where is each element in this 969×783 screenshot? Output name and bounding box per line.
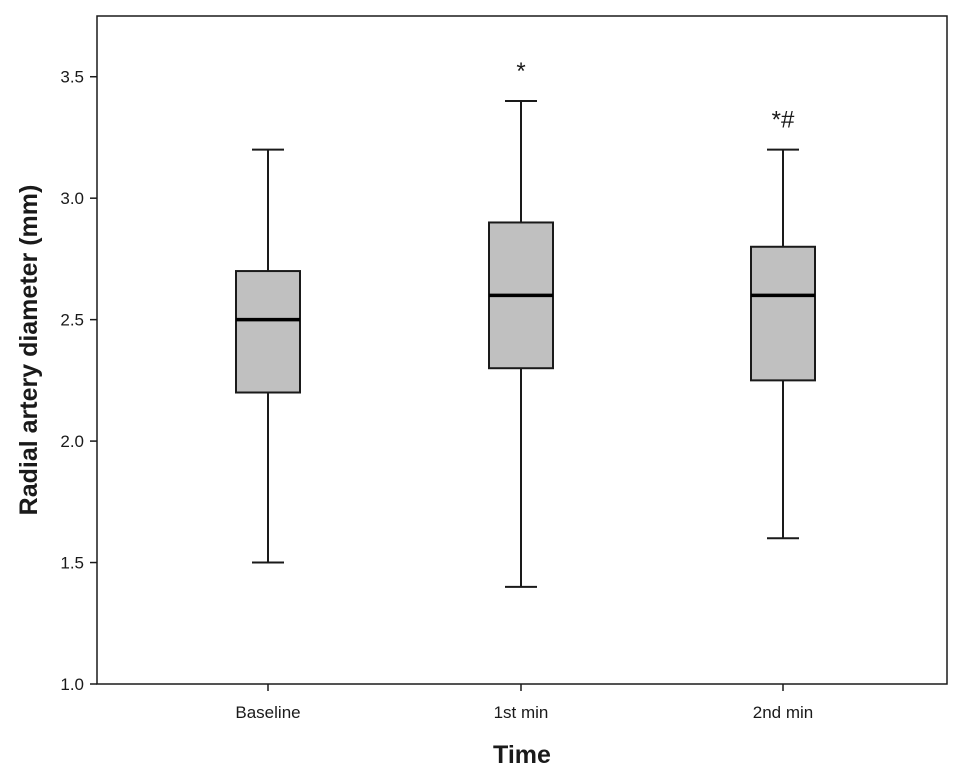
boxes-group: * *# <box>235 58 816 588</box>
box-1 <box>235 148 301 564</box>
y-axis: 1.0 1.5 2.0 2.5 3.0 3.5 <box>60 68 97 694</box>
y-tick-label: 2.0 <box>60 432 84 451</box>
significance-annotation: * <box>516 58 525 85</box>
y-tick-label: 1.0 <box>60 675 84 694</box>
iqr-box <box>235 270 301 394</box>
x-tick-label: 2nd min <box>753 703 813 722</box>
x-axis-title: Time <box>493 741 551 769</box>
y-tick-label: 3.0 <box>60 189 84 208</box>
x-tick-label: 1st min <box>494 703 549 722</box>
iqr-box <box>750 245 816 382</box>
y-tick-label: 1.5 <box>60 554 84 573</box>
box-2: * <box>488 58 554 588</box>
y-tick-label: 3.5 <box>60 68 84 87</box>
y-tick-label: 2.5 <box>60 311 84 330</box>
x-axis: Baseline 1st min 2nd min <box>235 684 813 722</box>
x-tick-label: Baseline <box>235 703 300 722</box>
box-3: *# <box>750 107 816 540</box>
plot-area-frame <box>96 15 948 685</box>
y-axis-title: Radial artery diameter (mm) <box>15 185 43 516</box>
significance-annotation: *# <box>772 107 795 134</box>
